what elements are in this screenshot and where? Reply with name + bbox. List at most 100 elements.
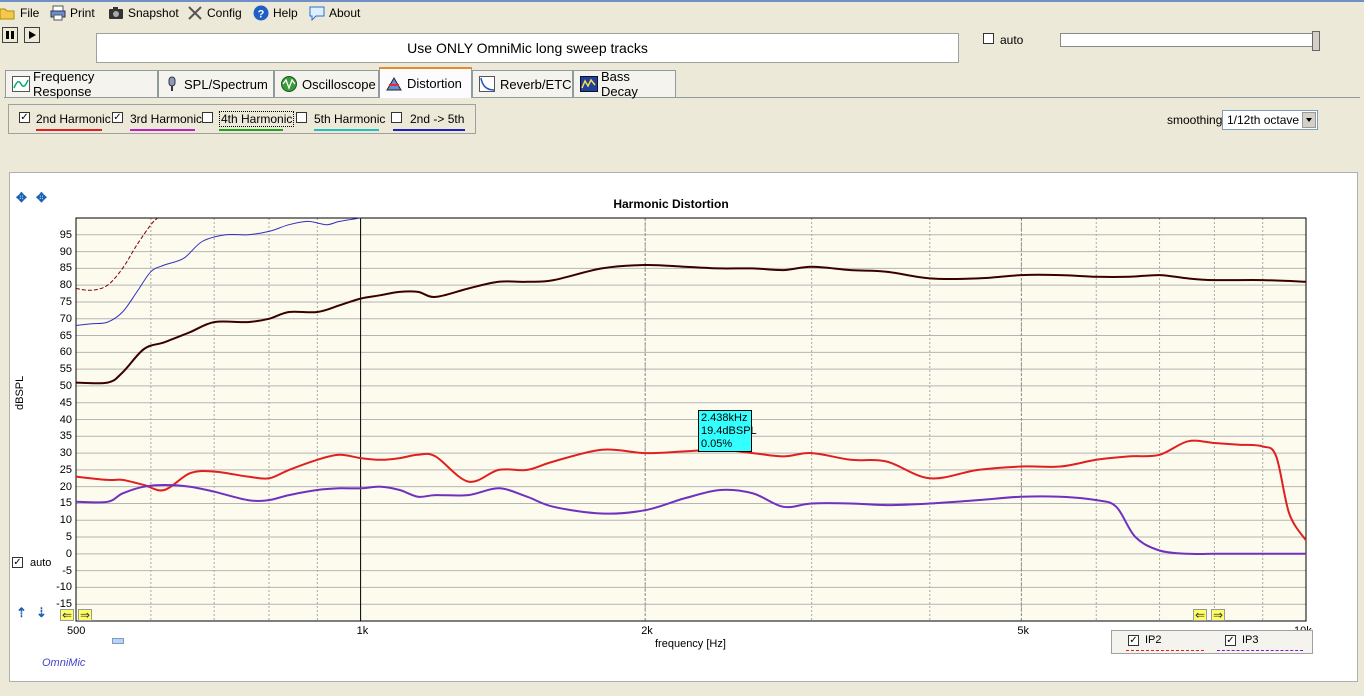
help-icon: ? (253, 5, 269, 21)
harmonic-2nd-to-5th-swatch (393, 129, 465, 131)
printer-icon (50, 5, 66, 21)
tab-oscilloscope[interactable]: Oscilloscope (274, 70, 379, 97)
pan-right-icon[interactable]: ⇐ (1193, 608, 1207, 622)
zoom-in-vertical-icon[interactable]: ✥ (16, 190, 27, 205)
y-tick-label: 70 (59, 312, 72, 325)
tab-spl-spectrum[interactable]: SPL/Spectrum (158, 70, 274, 97)
tooltip-percent: 0.05% (701, 438, 733, 450)
tab-bass-decay[interactable]: Bass Decay (573, 69, 676, 99)
x-tick-label: 500 (67, 625, 86, 637)
tab-reverb-etc[interactable]: Reverb/ETC (472, 70, 573, 97)
harmonic-3rd-checkbox[interactable]: ✓ (112, 112, 123, 123)
pan-right-end-icon[interactable]: ⇒ (1211, 608, 1225, 622)
tooltip-frequency: 2.438kHz (701, 412, 748, 424)
y-tick-label: 60 (59, 346, 72, 359)
folder-icon (0, 5, 16, 21)
series-line-4 (75, 217, 158, 291)
y-tick-label: 20 (59, 480, 72, 493)
y-tick-label: 85 (59, 262, 72, 275)
chevron-down-icon[interactable] (1302, 112, 1316, 128)
ip3-swatch (1217, 650, 1303, 651)
harmonic-2nd-checkbox[interactable]: ✓ (19, 112, 30, 123)
y-tick-label: 0 (65, 547, 72, 560)
play-button[interactable] (24, 27, 40, 43)
harmonic-3rd-swatch (130, 129, 195, 131)
y-tick-label: 55 (59, 363, 72, 376)
harmonic-5th-swatch (314, 129, 379, 131)
harmonic-2nd-to-5th-checkbox[interactable] (391, 112, 402, 123)
smoothing-value: 1/12th octave (1227, 113, 1300, 127)
auto-scale-checkbox[interactable]: ✓ (12, 557, 23, 568)
ip3-checkbox[interactable]: ✓ (1225, 635, 1236, 646)
scrollbar-handle[interactable] (112, 638, 124, 644)
y-tick-label: 15 (59, 497, 72, 510)
x-tick-label: 2k (641, 625, 653, 637)
play-icon (29, 31, 36, 39)
harmonic-4th-checkbox[interactable] (202, 112, 213, 123)
harmonic-5th-checkbox[interactable] (296, 112, 307, 123)
tab-distortion[interactable]: Distortion (379, 67, 472, 98)
y-tick-label: 25 (59, 463, 72, 476)
tab-baseline (4, 97, 1360, 98)
smoothing-label: smoothing (1167, 113, 1223, 127)
y-tick-label: 50 (59, 379, 72, 392)
series-line-1 (75, 439, 1307, 541)
auto-top-label: auto (1000, 33, 1024, 47)
harmonic-2nd-label: 2nd Harmonic (36, 112, 111, 126)
smoothing-select[interactable]: 1/12th octave (1222, 110, 1318, 130)
bass-decay-icon (580, 76, 598, 92)
menu-file[interactable]: File (0, 4, 39, 22)
menu-about[interactable]: About (309, 4, 360, 22)
harmonic-5th-label: 5th Harmonic (314, 112, 386, 126)
harmonic-selector-group: ✓ 2nd Harmonic ✓ 3rd Harmonic 4th Harmon… (8, 104, 476, 134)
auto-scale-label: auto (30, 557, 52, 569)
pause-button[interactable] (2, 27, 18, 43)
tooltip-level: 19.4dBSPL (701, 425, 757, 437)
y-tick-label: 5 (65, 531, 72, 544)
auto-top-checkbox[interactable] (983, 33, 994, 44)
instruction-banner: Use ONLY OmniMic long sweep tracks (96, 33, 959, 63)
y-tick-label: 40 (59, 413, 72, 426)
y-tick-label: 95 (59, 228, 72, 241)
ip2-checkbox[interactable]: ✓ (1128, 635, 1139, 646)
zoom-out-vertical-icon[interactable]: ✥ (36, 190, 47, 205)
series-line-0 (75, 263, 1307, 385)
menu-config[interactable]: Config (187, 4, 242, 22)
scroll-down-icon[interactable]: ⇣ (36, 605, 47, 620)
y-tick-label: -5 (62, 564, 72, 577)
y-tick-label: 90 (59, 245, 72, 258)
x-axis-label: frequency [Hz] (655, 638, 726, 650)
harmonic-4th-label: 4th Harmonic (219, 111, 295, 127)
y-tick-label: 10 (59, 514, 72, 527)
y-tick-label: -10 (56, 581, 72, 594)
level-slider-thumb[interactable] (1312, 31, 1320, 51)
harmonic-4th-swatch (219, 129, 283, 131)
brand-label: OmniMic (42, 657, 86, 669)
y-tick-label: 45 (59, 396, 72, 409)
x-tick-label: 1k (356, 625, 369, 637)
y-tick-label: 80 (59, 279, 72, 292)
menu-snapshot[interactable]: Snapshot (108, 4, 179, 22)
oscilloscope-icon (281, 76, 297, 92)
pan-left-icon[interactable]: ⇐ (60, 608, 74, 622)
frequency-response-icon (12, 76, 30, 92)
svg-text:?: ? (258, 9, 265, 21)
y-tick-label: -15 (56, 598, 72, 611)
pause-icon (6, 31, 14, 39)
y-tick-label: 35 (59, 430, 72, 443)
tab-frequency-response[interactable]: Frequency Response (5, 69, 158, 99)
series-line-2 (75, 483, 1306, 556)
menu-print[interactable]: Print (50, 4, 95, 22)
pan-left-end-icon[interactable]: ⇒ (78, 608, 92, 622)
distortion-icon (386, 76, 402, 92)
plot-border (75, 217, 1307, 622)
harmonic-2nd-to-5th-label: 2nd -> 5th (410, 112, 465, 126)
x-tick-label: 5k (1017, 625, 1030, 637)
scroll-up-icon[interactable]: ⇡ (16, 605, 27, 620)
ip2-label: IP2 (1145, 634, 1162, 646)
tools-icon (187, 5, 203, 21)
menu-help[interactable]: ? Help (253, 4, 298, 22)
ip3-label: IP3 (1242, 634, 1259, 646)
reverb-icon (479, 76, 495, 92)
